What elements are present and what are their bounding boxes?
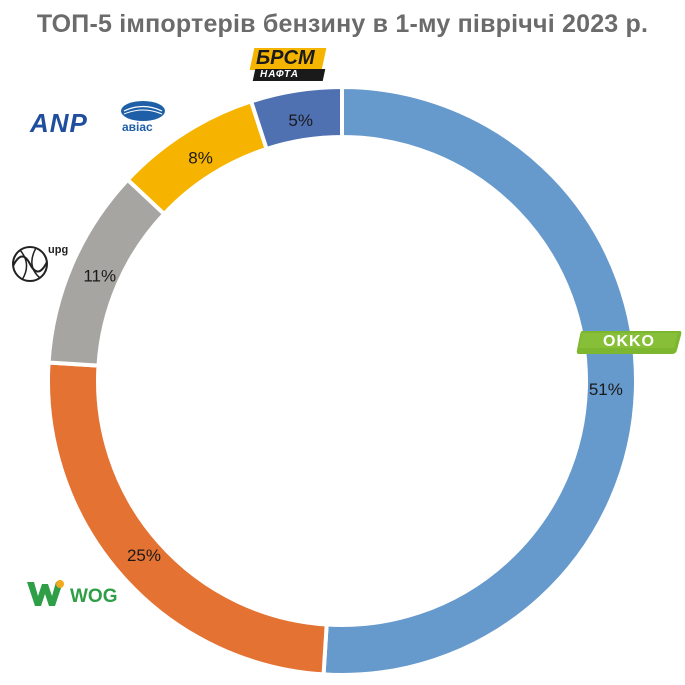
slice-label: 11% (83, 267, 116, 286)
okko-logo: OKKO (576, 330, 682, 355)
okko-logo-shape (576, 331, 682, 354)
brsm-logo-text: БРСМ (256, 47, 315, 69)
upg-globe-icon (12, 246, 48, 282)
wog-w-icon (27, 580, 64, 606)
avias-drop-icon (121, 101, 165, 121)
upg-logo: upg (10, 244, 80, 284)
slice-label: 25% (127, 546, 161, 565)
slice-label: 51% (589, 380, 623, 399)
okko-logo-text: OKKO (603, 333, 655, 350)
wog-logo-text: WOG (70, 586, 118, 607)
chart-title: ТОП-5 імпортерів бензину в 1-му півріччі… (36, 10, 649, 38)
anp-logo: ANP (30, 108, 112, 138)
donut-slices (46, 85, 638, 677)
slice-okko (321, 85, 638, 677)
slice-label: 8% (188, 149, 213, 168)
brsm-logo: БРСМ НАФТА (249, 47, 327, 84)
anp-logo-text: ANP (30, 108, 88, 138)
upg-logo-text: upg (48, 244, 69, 256)
wog-logo: WOG (26, 578, 126, 610)
slice-брсм-нафта (249, 85, 344, 151)
avias-logo: авіас (118, 100, 168, 136)
avias-logo-text: авіас (122, 120, 153, 134)
brsm-logo-subtext: НАФТА (260, 69, 299, 80)
slice-wog (46, 360, 329, 677)
slice-labels: 51% 25% 11% 8% 5% (83, 111, 623, 565)
slice-label: 5% (288, 111, 313, 130)
